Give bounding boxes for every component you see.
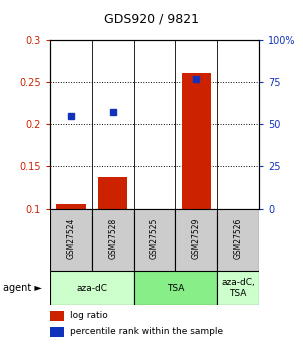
Text: GSM27528: GSM27528 <box>108 218 117 259</box>
Bar <box>50 209 92 271</box>
Text: GSM27529: GSM27529 <box>192 218 201 259</box>
Text: aza-dC: aza-dC <box>76 284 107 293</box>
Bar <box>56 205 85 209</box>
Bar <box>98 177 127 209</box>
Text: GSM27526: GSM27526 <box>234 218 243 259</box>
Text: GSM27525: GSM27525 <box>150 218 159 259</box>
Bar <box>217 209 259 271</box>
Bar <box>92 209 134 271</box>
Bar <box>217 271 259 305</box>
Text: percentile rank within the sample: percentile rank within the sample <box>70 327 223 336</box>
Bar <box>134 209 175 271</box>
Text: GDS920 / 9821: GDS920 / 9821 <box>104 12 199 25</box>
Bar <box>50 271 134 305</box>
Bar <box>175 209 217 271</box>
Bar <box>182 73 211 209</box>
Text: agent ►: agent ► <box>3 283 42 293</box>
Bar <box>134 271 217 305</box>
Text: aza-dC,
TSA: aza-dC, TSA <box>221 278 255 298</box>
Text: TSA: TSA <box>167 284 184 293</box>
Text: GSM27524: GSM27524 <box>66 218 75 259</box>
Text: log ratio: log ratio <box>70 311 108 320</box>
